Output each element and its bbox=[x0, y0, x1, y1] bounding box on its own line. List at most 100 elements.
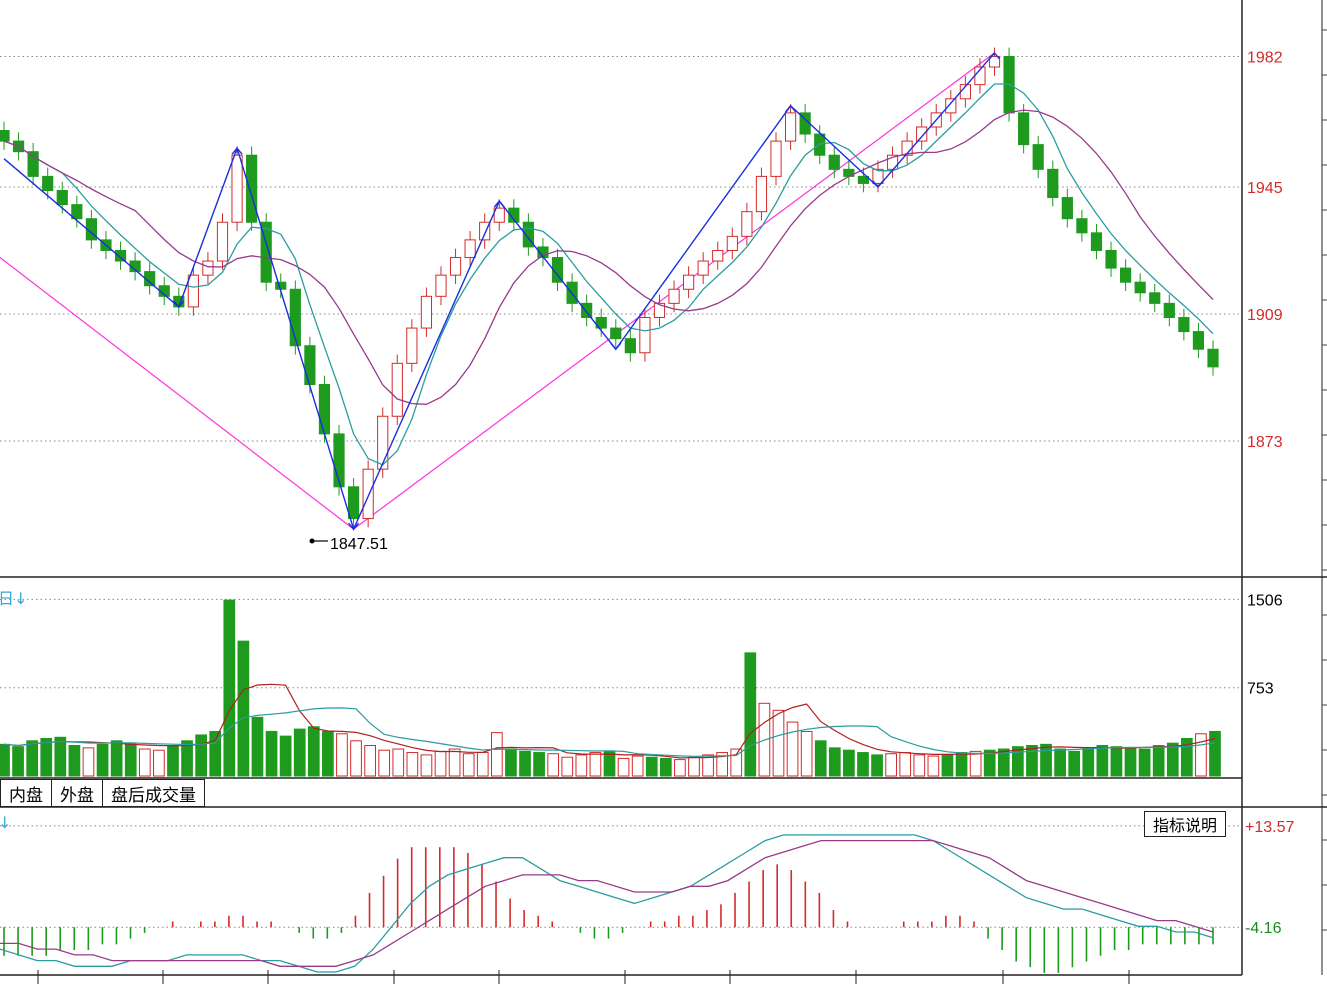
candle-down bbox=[1090, 232, 1103, 251]
candle-up bbox=[945, 98, 957, 114]
volume-bar-up bbox=[617, 757, 630, 777]
volume-axis-labels: 1506 753 bbox=[1247, 592, 1283, 697]
candle-up bbox=[741, 211, 753, 237]
volume-tick-label: 1506 bbox=[1247, 592, 1283, 609]
candle-up bbox=[216, 221, 229, 262]
candle-up bbox=[712, 249, 724, 262]
indicator-help-button[interactable]: 指标说明 bbox=[1144, 811, 1227, 837]
volume-bar-up bbox=[730, 748, 743, 777]
wave-lines bbox=[3, 51, 1001, 532]
candle-down bbox=[1149, 292, 1161, 304]
candle-down bbox=[551, 257, 564, 283]
volume-bar-down bbox=[96, 743, 109, 777]
macd-tick-label: -4.16 bbox=[1245, 920, 1282, 937]
volume-bar-down bbox=[1068, 750, 1081, 777]
price-axis-labels: 1982 1945 1909 1873 bbox=[1247, 49, 1283, 451]
wave-arrowhead bbox=[348, 522, 360, 531]
candle-up bbox=[464, 239, 476, 259]
volume-bar-down bbox=[1040, 743, 1052, 777]
volume-bar-down bbox=[659, 757, 672, 777]
candle-down bbox=[289, 288, 301, 347]
candle-down bbox=[581, 302, 593, 318]
wave-arrowhead bbox=[231, 147, 243, 155]
volume-bar-up bbox=[448, 748, 461, 777]
volume-bar-up bbox=[589, 752, 602, 777]
candle-down bbox=[828, 154, 840, 170]
volume-bar-down bbox=[110, 740, 123, 777]
candle-down bbox=[1047, 168, 1059, 199]
wave-arrowhead bbox=[988, 51, 1001, 60]
candle-down bbox=[333, 433, 345, 488]
wave-line bbox=[3, 52, 996, 532]
candle-up bbox=[988, 55, 1001, 68]
tab-after-hours-volume[interactable]: 盘后成交量 bbox=[103, 779, 205, 807]
macd-tick-label: +13.57 bbox=[1245, 819, 1294, 836]
macd-panel-label: ↓ bbox=[0, 813, 12, 832]
candle-up bbox=[668, 288, 680, 304]
volume-bar-up bbox=[786, 721, 799, 777]
volume-bar-down bbox=[1166, 742, 1179, 777]
volume-bar-down bbox=[505, 748, 517, 777]
candle-up bbox=[784, 112, 797, 142]
volume-bar-up bbox=[153, 749, 165, 777]
candle-up bbox=[420, 295, 433, 329]
volume-bar-up bbox=[772, 709, 785, 777]
candle-up bbox=[493, 207, 505, 223]
candle-up bbox=[231, 154, 243, 223]
grid-lines bbox=[0, 55, 1242, 928]
candle-up bbox=[770, 140, 782, 177]
volume-bar-down bbox=[265, 730, 278, 777]
candle-up bbox=[653, 302, 666, 318]
volume-bar-down bbox=[54, 736, 67, 777]
low-point-dot bbox=[309, 538, 315, 544]
candle-down bbox=[347, 486, 360, 520]
price-tick-label: 1909 bbox=[1247, 307, 1283, 324]
volume-bar-down bbox=[828, 747, 841, 777]
wave-arrowhead bbox=[173, 300, 185, 308]
volume-bar-down bbox=[307, 726, 320, 777]
candle-down bbox=[1061, 197, 1073, 220]
macd-dea-line bbox=[0, 839, 1214, 967]
volume-bar-down bbox=[603, 750, 616, 777]
wave-arrowhead bbox=[610, 342, 622, 351]
volume-bar-down bbox=[1124, 747, 1137, 777]
candle-up bbox=[726, 235, 738, 251]
volume-bar-down bbox=[279, 735, 292, 777]
macd-histogram bbox=[3, 847, 1214, 973]
candle-up bbox=[479, 221, 491, 241]
volume-bar-down bbox=[814, 740, 827, 777]
volume-bar-down bbox=[181, 740, 193, 777]
volume-bar-down bbox=[983, 749, 996, 777]
candle-up bbox=[872, 168, 884, 184]
volume-bar-down bbox=[1096, 745, 1109, 777]
volume-bar-up bbox=[631, 755, 644, 777]
volume-ma-fast bbox=[3, 683, 1216, 759]
volume-bar-down bbox=[1180, 737, 1193, 777]
candle-down bbox=[1134, 281, 1146, 294]
volume-bar-up bbox=[575, 754, 588, 777]
volume-bar-down bbox=[941, 754, 954, 777]
volume-bars bbox=[0, 599, 1221, 777]
ma-fast-line bbox=[3, 83, 1214, 466]
tab-outer-volume[interactable]: 外盘 bbox=[52, 779, 103, 807]
volume-bar-up bbox=[1195, 733, 1207, 777]
tab-inner-volume[interactable]: 内盘 bbox=[0, 779, 52, 807]
candle-down bbox=[260, 221, 272, 283]
candle-up bbox=[202, 260, 214, 276]
candle-down bbox=[1105, 249, 1117, 269]
candle-down bbox=[0, 130, 10, 142]
volume-bar-up bbox=[462, 753, 475, 777]
volume-bar-up bbox=[138, 748, 151, 777]
volume-bar-down bbox=[871, 754, 883, 777]
volume-bar-up bbox=[913, 754, 926, 777]
candle-up bbox=[391, 362, 403, 417]
volume-bar-down bbox=[1012, 746, 1024, 777]
price-tick-label: 1873 bbox=[1247, 434, 1283, 451]
volume-bar-down bbox=[124, 742, 137, 777]
volume-bar-up bbox=[969, 750, 982, 777]
volume-bar-up bbox=[434, 750, 447, 777]
candle-down bbox=[114, 249, 127, 262]
volume-bar-up bbox=[547, 753, 560, 777]
